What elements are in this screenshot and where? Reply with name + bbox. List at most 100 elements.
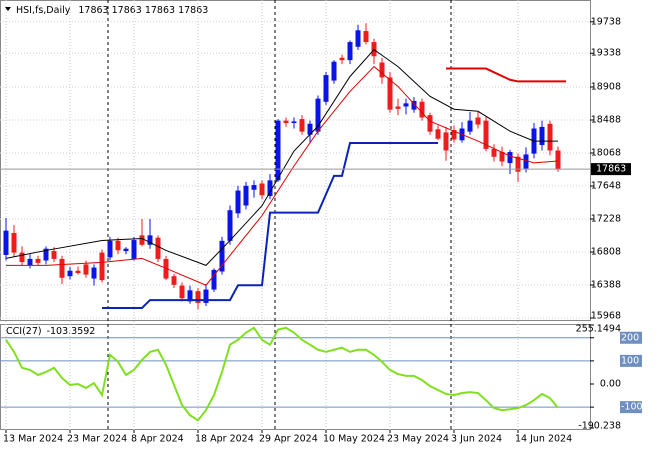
y-tick-label: 0.00 xyxy=(600,379,621,390)
candle-body xyxy=(283,120,289,123)
x-tick-label: 8 Apr 2024 xyxy=(131,434,184,445)
level-label-box xyxy=(620,331,642,344)
y-tick-label: 200 xyxy=(621,332,639,343)
y-tick-label: 255.1494 xyxy=(576,324,621,335)
cci-title: CCI(27) -103.3592 xyxy=(6,326,95,337)
candle-body xyxy=(395,106,401,109)
candle-body xyxy=(51,251,57,259)
candle-body xyxy=(67,270,73,277)
candle-body xyxy=(259,183,265,196)
candle-body xyxy=(59,258,65,278)
candle-body xyxy=(475,117,481,125)
y-tick-label: 100 xyxy=(621,355,639,366)
y-tick-label: -100 xyxy=(621,402,643,413)
indicator-line xyxy=(5,48,558,266)
candle-body xyxy=(179,285,185,299)
price-panel xyxy=(0,0,591,321)
candle-body xyxy=(347,42,353,61)
level-label-box xyxy=(620,354,642,367)
indicator-line xyxy=(102,142,438,310)
candle-body xyxy=(219,240,225,272)
candle-body xyxy=(443,132,449,151)
candle-body xyxy=(363,31,369,43)
candle-body xyxy=(11,232,17,253)
candle-body xyxy=(411,100,417,110)
menu-arrow[interactable] xyxy=(5,7,11,11)
title: HSI,fs,Daily xyxy=(16,5,71,16)
candle-body xyxy=(43,248,49,261)
candle-body xyxy=(451,130,457,140)
candle-body xyxy=(499,152,505,162)
candle-body xyxy=(99,252,105,281)
y-tick-label: 18908 xyxy=(591,82,621,93)
candle-body xyxy=(483,120,489,149)
candle-body xyxy=(419,101,425,118)
candle-body xyxy=(523,154,529,169)
candle-body xyxy=(27,258,33,266)
candle-body xyxy=(379,62,385,78)
candle-body xyxy=(403,103,409,107)
y-tick-label: -190.238 xyxy=(578,421,621,432)
x-tick-label: 10 May 2024 xyxy=(323,434,385,445)
candle-body xyxy=(107,240,113,258)
candle-body xyxy=(131,240,137,259)
x-tick-label: 18 Apr 2024 xyxy=(195,434,254,445)
candle-body xyxy=(115,240,121,251)
last-price-label: 17863 xyxy=(596,164,626,175)
candle-body xyxy=(3,230,9,255)
candle-body xyxy=(251,185,257,190)
candle-body xyxy=(331,61,337,81)
candle-body xyxy=(315,98,321,132)
candle-body xyxy=(307,123,313,135)
x-tick-label: 13 Mar 2024 xyxy=(3,434,63,445)
cci-panel xyxy=(0,324,591,430)
candle-body xyxy=(467,120,473,132)
candle-body xyxy=(91,267,97,279)
x-tick-label: 29 Apr 2024 xyxy=(259,434,318,445)
y-tick-label: 17648 xyxy=(591,181,621,192)
y-tick-label: 19338 xyxy=(591,48,621,59)
candle-body xyxy=(139,235,145,245)
indicator-line xyxy=(6,65,559,286)
candle-body xyxy=(387,77,393,110)
candle-body xyxy=(515,156,521,172)
candle-body xyxy=(339,57,345,61)
candle-body xyxy=(291,121,297,123)
candle-body xyxy=(147,235,153,245)
x-tick-label: 23 May 2024 xyxy=(387,434,449,445)
last-price-box xyxy=(591,163,631,176)
y-tick-label: 16388 xyxy=(591,280,621,291)
candle-body xyxy=(203,289,209,303)
candle-body xyxy=(83,264,89,275)
candle-body xyxy=(355,30,361,47)
candle-body xyxy=(187,290,193,302)
candle-body xyxy=(507,152,513,164)
candle-body xyxy=(435,129,441,139)
candle-body xyxy=(555,150,561,170)
candle-body xyxy=(211,269,217,290)
candle-body xyxy=(171,276,177,285)
candle-body xyxy=(299,119,305,132)
candle-body xyxy=(323,75,329,102)
candle-body xyxy=(547,123,553,151)
candle-body xyxy=(75,270,81,274)
y-tick-label: 19738 xyxy=(591,16,621,27)
candle-body xyxy=(35,258,41,263)
x-tick-label: 23 Mar 2024 xyxy=(67,434,127,445)
y-tick-label: 18488 xyxy=(591,115,621,126)
level-label-box xyxy=(620,401,642,414)
candle-body xyxy=(267,180,273,197)
candle-body xyxy=(243,185,249,206)
y-tick-label: 15968 xyxy=(591,311,621,322)
y-tick-label: 17228 xyxy=(591,214,621,225)
candle-body xyxy=(123,248,129,252)
x-tick-label: 3 Jun 2024 xyxy=(451,434,502,445)
indicator-line xyxy=(446,67,566,83)
y-tick-label: 18068 xyxy=(591,148,621,159)
x-tick-label: 14 Jun 2024 xyxy=(515,434,572,445)
ohlc: 17863 17863 17863 17863 xyxy=(78,5,208,16)
candle-body xyxy=(195,291,201,303)
candle-body xyxy=(491,148,497,157)
